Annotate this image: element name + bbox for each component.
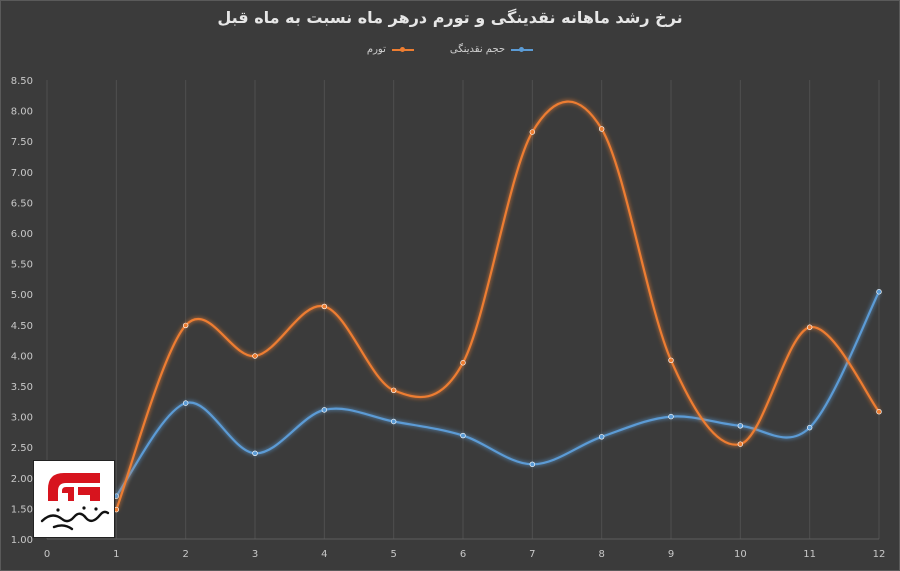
data-point-series-2-x4 bbox=[321, 303, 328, 310]
data-point-series-1-x8 bbox=[598, 434, 605, 440]
data-point-series-2-x2 bbox=[182, 322, 189, 329]
data-point-series-2-x8 bbox=[598, 126, 605, 132]
y-tick-label-8.00: 8.00 bbox=[11, 107, 33, 118]
data-point-series-1-x6 bbox=[460, 432, 466, 439]
legend-swatch-series-1 bbox=[511, 46, 534, 52]
data-point-series-1-x7 bbox=[529, 461, 536, 468]
data-point-series-2-x5 bbox=[390, 387, 397, 393]
x-tick-label-4: 4 bbox=[321, 549, 327, 560]
legend: حجم نقدینگی تورم bbox=[0, 44, 900, 55]
data-point-series-2-x10 bbox=[737, 441, 744, 447]
y-tick-label-4.50: 4.50 bbox=[11, 321, 33, 332]
x-tick-label-11: 11 bbox=[803, 549, 816, 560]
y-tick-label-3.50: 3.50 bbox=[11, 382, 33, 393]
legend-label-series-2: تورم bbox=[366, 44, 386, 55]
legend-item-series-1: حجم نقدینگی bbox=[449, 44, 534, 55]
data-point-series-1-x9 bbox=[668, 413, 674, 420]
legend-item-series-2: تورم bbox=[367, 44, 414, 55]
y-tick-label-8.50: 8.50 bbox=[11, 76, 33, 87]
x-tick-label-6: 6 bbox=[460, 549, 466, 560]
series-line-2 bbox=[115, 100, 880, 511]
x-tick-label-3: 3 bbox=[252, 549, 258, 560]
y-tick-label-1.50: 1.50 bbox=[11, 504, 33, 515]
x-tick-label-9: 9 bbox=[668, 549, 674, 560]
x-tick-label-2: 2 bbox=[182, 549, 188, 560]
y-tick-label-7.00: 7.00 bbox=[11, 168, 33, 179]
y-tick-label-2.50: 2.50 bbox=[11, 443, 33, 454]
y-tick-label-6.50: 6.50 bbox=[11, 198, 33, 209]
x-tick-label-8: 8 bbox=[598, 549, 604, 560]
x-tick-label-7: 7 bbox=[529, 549, 535, 560]
data-point-series-1-x4 bbox=[321, 407, 328, 413]
data-point-series-2-x12 bbox=[876, 409, 882, 415]
chart-title: نرخ رشد ماهانه نقدینگی و تورم درهر ماه ن… bbox=[217, 8, 683, 27]
y-tick-label-4.00: 4.00 bbox=[11, 351, 33, 362]
data-point-series-2-x3 bbox=[252, 353, 258, 359]
data-point-series-1-x3 bbox=[252, 450, 258, 457]
x-tick-label-10: 10 bbox=[734, 549, 747, 560]
legend-swatch-series-2 bbox=[391, 46, 414, 52]
news-agency-logo bbox=[33, 460, 115, 538]
data-point-series-1-x2 bbox=[182, 400, 189, 406]
x-tick-label-1: 1 bbox=[113, 549, 119, 560]
y-tick-label-7.50: 7.50 bbox=[11, 137, 33, 148]
y-tick-label-3.00: 3.00 bbox=[11, 413, 33, 424]
news-agency-logo-mark bbox=[40, 473, 110, 531]
y-tick-label-5.00: 5.00 bbox=[11, 290, 33, 301]
legend-label-series-1: حجم نقدینگی bbox=[449, 44, 506, 55]
data-point-series-2-x11 bbox=[806, 324, 813, 330]
x-tick-label-12: 12 bbox=[873, 549, 886, 560]
data-point-series-2-x7 bbox=[529, 129, 536, 135]
data-point-series-1-x11 bbox=[806, 424, 813, 431]
y-tick-label-1.00: 1.00 bbox=[11, 535, 33, 546]
y-tick-label-6.00: 6.00 bbox=[11, 229, 33, 240]
y-tick-label-2.00: 2.00 bbox=[11, 474, 33, 485]
data-point-series-2-x6 bbox=[460, 360, 466, 366]
x-tick-label-0: 0 bbox=[44, 549, 50, 560]
data-point-series-1-x5 bbox=[390, 418, 397, 425]
data-point-series-1-x10 bbox=[737, 423, 744, 429]
y-tick-label-5.50: 5.50 bbox=[11, 260, 33, 271]
data-point-series-2-x9 bbox=[668, 357, 674, 363]
series-line-1 bbox=[115, 291, 880, 497]
x-tick-label-5: 5 bbox=[390, 549, 396, 560]
data-point-series-1-x12 bbox=[876, 289, 882, 295]
